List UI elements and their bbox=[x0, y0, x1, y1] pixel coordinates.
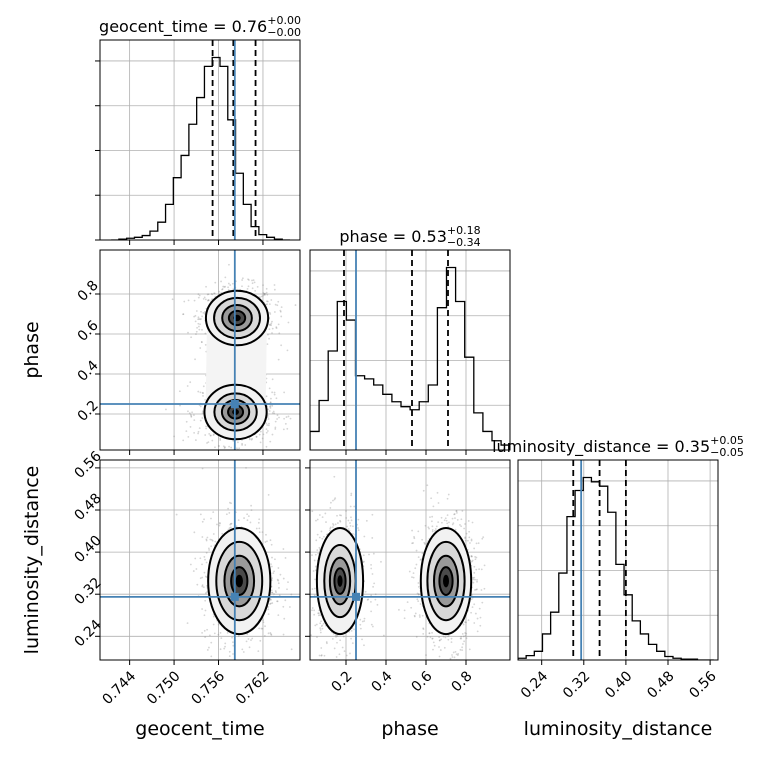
contour-level-4 bbox=[337, 575, 343, 587]
truth-marker bbox=[230, 592, 239, 601]
histogram-steps bbox=[518, 476, 714, 660]
x-tick-label: 0.40 bbox=[602, 668, 635, 701]
x-tick-label: 0.24 bbox=[518, 668, 551, 701]
hist-panel-luminosity_distance bbox=[517, 459, 719, 665]
title-text: luminosity_distance = 0.35 bbox=[492, 437, 710, 457]
truth-marker bbox=[352, 592, 360, 601]
x-tick-label: 0.762 bbox=[233, 668, 273, 708]
joint-panel-geocent_time-vs-phase bbox=[95, 249, 301, 455]
x-tick-label: 0.8 bbox=[449, 668, 476, 695]
x-tick-label: 0.56 bbox=[686, 668, 719, 701]
x-axis-title-geocent_time: geocent_time bbox=[135, 718, 264, 740]
joint-panel-phase-vs-luminosity_distance bbox=[305, 459, 511, 665]
panel-title-luminosity_distance: luminosity_distance = 0.35 +0.05−0.05 bbox=[492, 434, 744, 459]
truth-marker bbox=[230, 400, 239, 408]
title-text: phase = 0.53 bbox=[339, 227, 446, 246]
title-text: geocent_time = 0.76 bbox=[99, 17, 267, 37]
contour-level-4 bbox=[443, 574, 449, 588]
x-tick-label: 0.2 bbox=[329, 668, 356, 695]
x-tick-label: 0.750 bbox=[144, 668, 184, 708]
y-tick-label: 0.6 bbox=[75, 318, 102, 345]
histogram-steps bbox=[111, 56, 290, 240]
title-upper-error: +0.18 bbox=[447, 224, 481, 237]
x-tick-label: 0.744 bbox=[100, 668, 140, 708]
histogram-steps bbox=[310, 266, 510, 450]
contour-level-4 bbox=[235, 574, 243, 588]
title-lower-error: −0.00 bbox=[267, 26, 301, 39]
title-upper-error: +0.05 bbox=[710, 434, 744, 447]
axes-frame bbox=[99, 459, 301, 661]
axes-frame bbox=[99, 249, 301, 451]
title-lower-error: −0.05 bbox=[710, 446, 744, 459]
hist-panel-geocent_time bbox=[95, 39, 301, 245]
x-axis-title-luminosity_distance: luminosity_distance bbox=[524, 718, 713, 740]
hist-panel-phase bbox=[309, 249, 511, 455]
axes-frame bbox=[309, 249, 511, 451]
y-tick-label: 0.8 bbox=[75, 278, 102, 305]
joint-panel-geocent_time-vs-luminosity_distance bbox=[95, 459, 301, 665]
x-tick-label: 0.6 bbox=[409, 668, 436, 695]
axes-frame bbox=[517, 459, 719, 661]
x-tick-label: 0.4 bbox=[369, 668, 396, 695]
title-upper-error: +0.00 bbox=[267, 14, 301, 27]
y-axis-title-phase: phase bbox=[21, 321, 43, 378]
axes-frame bbox=[309, 459, 511, 661]
panel-title-geocent_time: geocent_time = 0.76 +0.00−0.00 bbox=[99, 14, 301, 39]
x-tick-label: 0.756 bbox=[188, 668, 228, 708]
title-lower-error: −0.34 bbox=[447, 236, 481, 249]
y-axis-title-luminosity_distance: luminosity_distance bbox=[21, 466, 43, 655]
axes-frame bbox=[99, 39, 301, 241]
x-tick-label: 0.32 bbox=[560, 668, 593, 701]
x-axis-title-phase: phase bbox=[381, 718, 438, 740]
x-tick-label: 0.48 bbox=[644, 668, 677, 701]
y-tick-label: 0.4 bbox=[75, 358, 102, 385]
y-tick-label: 0.2 bbox=[75, 398, 102, 425]
panel-title-phase: phase = 0.53 +0.18−0.34 bbox=[339, 224, 480, 249]
